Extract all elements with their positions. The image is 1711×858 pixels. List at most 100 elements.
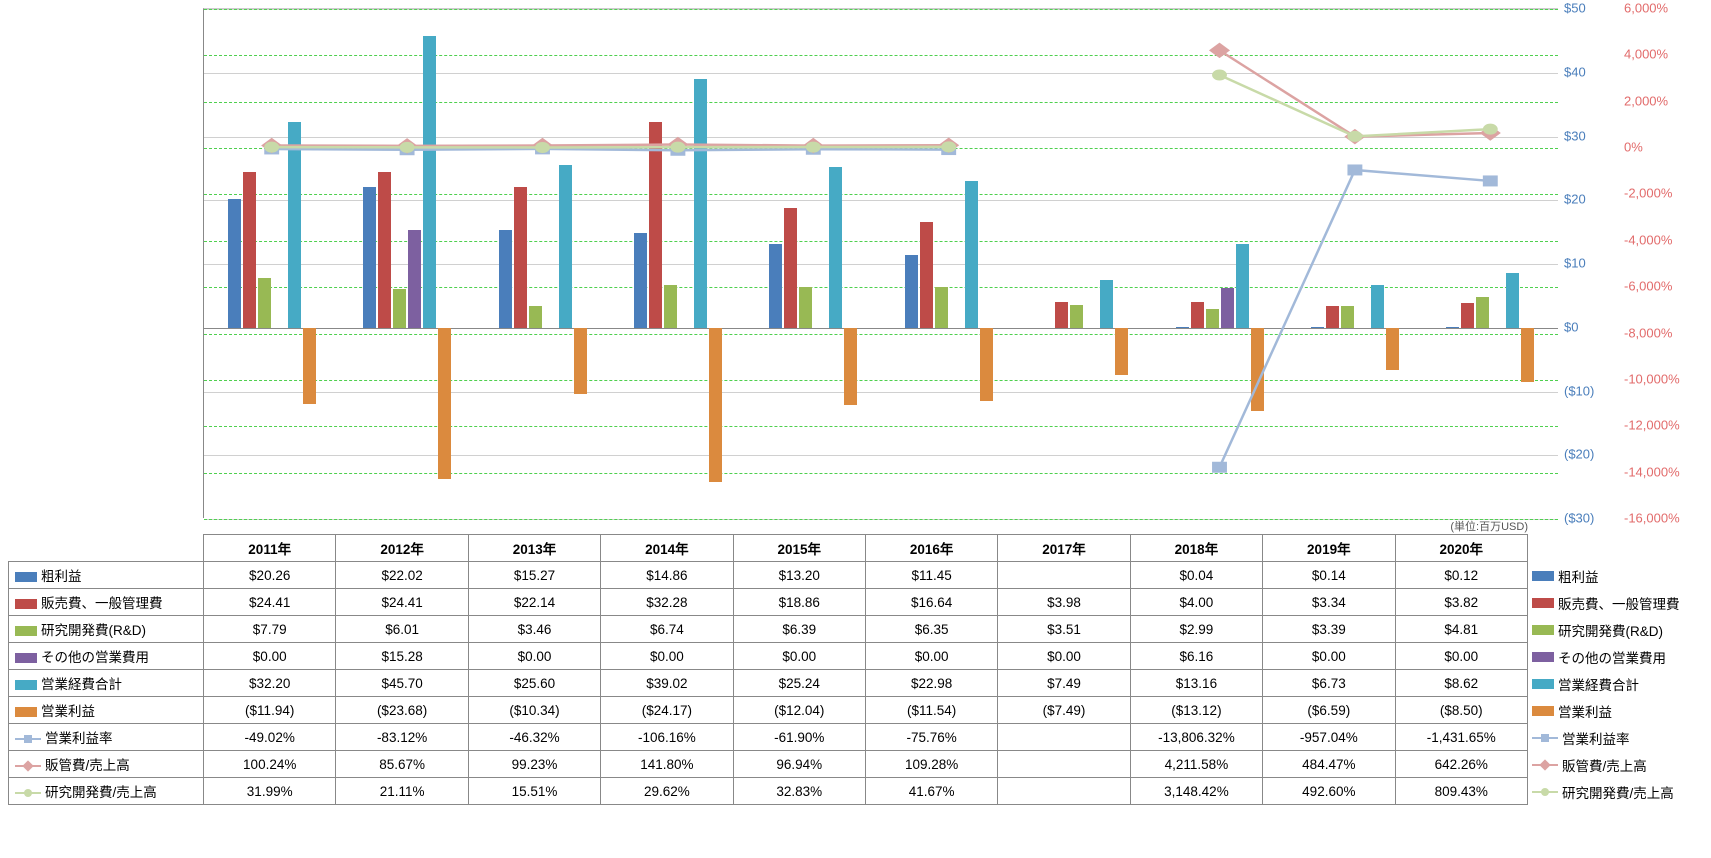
cell: -1,431.65% <box>1395 724 1527 751</box>
y1-tick-label: $0 <box>1564 319 1578 334</box>
cell: $3.98 <box>998 589 1130 616</box>
row-label: 営業利益 <box>9 697 204 724</box>
table-row: 研究開発費(R&D)$7.79$6.01$3.46$6.74$6.39$6.35… <box>9 616 1528 643</box>
table-row: 営業利益($11.94)($23.68)($10.34)($24.17)($12… <box>9 697 1528 724</box>
bar-opinc <box>574 328 587 394</box>
col-header: 2011年 <box>204 535 336 562</box>
bar-opinc <box>303 328 316 404</box>
cell: -46.32% <box>468 724 600 751</box>
bar-swatch-icon <box>1532 652 1554 662</box>
y2-tick-label: -10,000% <box>1624 371 1680 386</box>
cell: 31.99% <box>204 778 336 805</box>
bar-sga <box>1191 302 1204 328</box>
cell: -49.02% <box>204 724 336 751</box>
legend-item: 営業利益 <box>1528 697 1703 724</box>
table-row: 研究開発費/売上高31.99%21.11%15.51%29.62%32.83%4… <box>9 778 1528 805</box>
bar-opex <box>1371 285 1384 328</box>
cell: 99.23% <box>468 751 600 778</box>
cell: $0.00 <box>733 643 865 670</box>
series-label: 営業利益率 <box>45 731 113 746</box>
bar-sga <box>1326 306 1339 327</box>
cell <box>998 724 1130 751</box>
y-axis-left: $50$40$30$20$10$0($10)($20)($30) <box>1558 8 1618 518</box>
cell: 3,148.42% <box>1130 778 1262 805</box>
line-swatch-icon <box>15 734 41 744</box>
bar-sga <box>1461 303 1474 327</box>
cell: $4.00 <box>1130 589 1262 616</box>
y2-tick-label: -2,000% <box>1624 186 1672 201</box>
cell: $24.41 <box>204 589 336 616</box>
cell: $13.16 <box>1130 670 1262 697</box>
chart-container: $50$40$30$20$10$0($10)($20)($30) 6,000%4… <box>8 8 1703 805</box>
bar-opex <box>965 181 978 327</box>
cell: $32.20 <box>204 670 336 697</box>
col-header: 2012年 <box>336 535 468 562</box>
cell: $3.51 <box>998 616 1130 643</box>
table-row: 販売費、一般管理費$24.41$24.41$22.14$32.28$18.86$… <box>9 589 1528 616</box>
cell: 15.51% <box>468 778 600 805</box>
legend-label: 営業利益率 <box>1562 728 1630 748</box>
bar-swatch-icon <box>15 572 37 582</box>
legend-item: 研究開発費(R&D) <box>1528 616 1703 643</box>
col-header: 2016年 <box>865 535 997 562</box>
y2-tick-label: -8,000% <box>1624 325 1672 340</box>
legend-label: 販管費/売上高 <box>1562 755 1647 775</box>
cell: $0.04 <box>1130 562 1262 589</box>
cell: $0.00 <box>865 643 997 670</box>
bar-sga <box>649 122 662 328</box>
y2-tick-label: -4,000% <box>1624 232 1672 247</box>
bar-swatch-icon <box>1532 598 1554 608</box>
bar-groups <box>204 9 1558 518</box>
cell: $20.26 <box>204 562 336 589</box>
y1-tick-label: $20 <box>1564 192 1586 207</box>
cell: -106.16% <box>601 724 733 751</box>
table-row: その他の営業費用$0.00$15.28$0.00$0.00$0.00$0.00$… <box>9 643 1528 670</box>
cell: -13,806.32% <box>1130 724 1262 751</box>
y2-tick-label: -6,000% <box>1624 279 1672 294</box>
chart-plot-row: $50$40$30$20$10$0($10)($20)($30) 6,000%4… <box>8 8 1703 518</box>
line-swatch-icon <box>1532 787 1558 797</box>
cell: $13.20 <box>733 562 865 589</box>
series-label: 販売費、一般管理費 <box>41 596 163 611</box>
cell: $18.86 <box>733 589 865 616</box>
cell: ($7.49) <box>998 697 1130 724</box>
bar-swatch-icon <box>15 626 37 636</box>
cell: -61.90% <box>733 724 865 751</box>
cell: $6.74 <box>601 616 733 643</box>
col-header: 2017年 <box>998 535 1130 562</box>
bar-swatch-icon <box>1532 625 1554 635</box>
cell: $22.14 <box>468 589 600 616</box>
bar-opinc <box>1386 328 1399 370</box>
line-swatch-icon <box>15 788 41 798</box>
bar-other <box>408 230 421 327</box>
col-header: 2019年 <box>1263 535 1395 562</box>
y1-tick-label: $10 <box>1564 256 1586 271</box>
bar-rnd <box>258 278 271 328</box>
table-corner <box>9 535 204 562</box>
cell: $24.41 <box>336 589 468 616</box>
series-label: 研究開発費(R&D) <box>41 623 146 638</box>
bar-rnd <box>1341 306 1354 328</box>
bar-opex <box>288 122 301 327</box>
cell: $25.24 <box>733 670 865 697</box>
cell: 21.11% <box>336 778 468 805</box>
year-group <box>1287 9 1422 518</box>
bar-opinc <box>980 328 993 402</box>
bar-rnd <box>664 285 677 328</box>
cell: $3.34 <box>1263 589 1395 616</box>
series-label: 粗利益 <box>41 569 82 584</box>
cell: ($11.94) <box>204 697 336 724</box>
bar-swatch-icon <box>1532 706 1554 716</box>
year-group <box>339 9 474 518</box>
cell: $6.39 <box>733 616 865 643</box>
series-label: 営業経費合計 <box>41 677 122 692</box>
legend-label: 粗利益 <box>1558 566 1599 586</box>
cell: 29.62% <box>601 778 733 805</box>
row-label: 販管費/売上高 <box>9 751 204 778</box>
bar-gross <box>228 199 241 328</box>
bar-gross <box>499 230 512 327</box>
cell: ($6.59) <box>1263 697 1395 724</box>
cell: 96.94% <box>733 751 865 778</box>
year-group <box>475 9 610 518</box>
bar-gross <box>1311 327 1324 328</box>
